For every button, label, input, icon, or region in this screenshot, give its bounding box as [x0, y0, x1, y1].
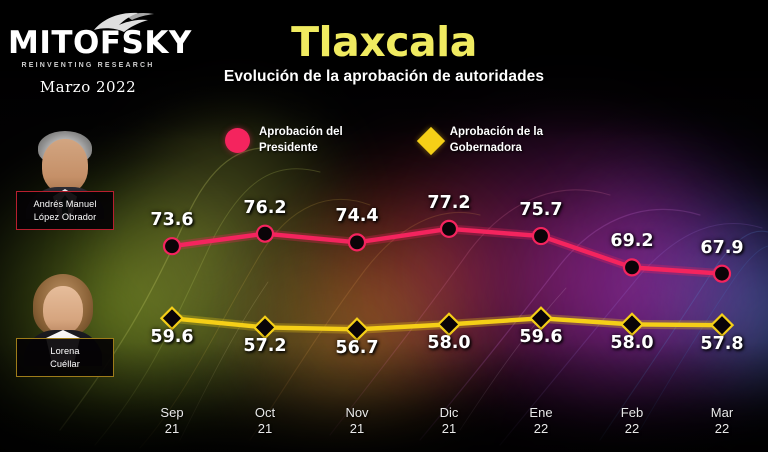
x-axis-tick: Nov 21: [345, 405, 368, 438]
data-point-label: 73.6: [150, 210, 194, 231]
data-point-label: 56.7: [335, 338, 379, 359]
bird-mark-icon: [94, 12, 154, 32]
data-point-marker[interactable]: [347, 233, 367, 252]
legend-line-2: Presidente: [259, 141, 318, 154]
data-point-marker[interactable]: [436, 312, 462, 337]
data-point-marker[interactable]: [255, 224, 275, 243]
x-axis-tick: Feb 22: [621, 405, 643, 438]
x-tick-month: Feb: [620, 405, 644, 420]
legend-label-presidente: Aprobación del Presidente: [259, 125, 343, 156]
data-point-label: 57.2: [243, 336, 287, 357]
x-axis-tick: Mar 22: [711, 405, 733, 438]
x-tick-year: 21: [349, 421, 365, 437]
data-point-label: 57.8: [700, 334, 744, 355]
x-tick-month: Sep: [160, 405, 184, 420]
data-point-label: 58.0: [610, 333, 654, 354]
x-tick-month: Nov: [345, 405, 369, 420]
data-point-marker[interactable]: [531, 226, 551, 246]
x-tick-month: Oct: [254, 405, 276, 420]
x-tick-year: 22: [714, 421, 730, 437]
data-point-label: 58.0: [427, 333, 471, 354]
legend-line-2: Gobernadora: [449, 141, 522, 154]
x-tick-month: Dic: [439, 405, 459, 420]
legend-label-gobernadora: Aprobación de la Gobernadora: [450, 125, 543, 156]
report-date: Marzo 2022: [39, 78, 137, 96]
person-name-line-1: Andrés Manuel: [33, 199, 97, 209]
data-point-marker[interactable]: [709, 312, 735, 338]
data-point-marker[interactable]: [622, 258, 642, 277]
data-point-marker[interactable]: [159, 306, 185, 331]
x-tick-year: 22: [533, 421, 549, 437]
person-name-line-2: López Obrador: [33, 211, 97, 222]
data-point-label: 59.6: [150, 327, 194, 348]
brand-tagline: REINVENTING RESEARCH: [21, 62, 155, 69]
data-point-label: 76.2: [243, 197, 287, 218]
x-tick-year: 21: [164, 421, 180, 437]
legend-line-1: Aprobación de la: [449, 126, 543, 138]
x-tick-year: 21: [441, 421, 457, 437]
data-point-marker[interactable]: [712, 264, 732, 283]
data-point-marker[interactable]: [162, 237, 182, 256]
x-tick-year: 22: [624, 421, 640, 437]
data-point-label: 67.9: [700, 237, 744, 258]
circle-marker-icon: [225, 128, 250, 154]
chart-legend: Aprobación del Presidente Aprobación de …: [0, 125, 768, 156]
data-point-label: 69.2: [610, 231, 654, 252]
name-label-lopez-obrador: Andrés Manuel López Obrador: [16, 191, 114, 231]
data-point-marker[interactable]: [439, 219, 459, 238]
x-tick-month: Ene: [529, 405, 553, 420]
legend-item-gobernadora: Aprobación de la Gobernadora: [416, 125, 543, 156]
name-label-lorena-cuellar: Lorena Cuéllar: [16, 338, 114, 378]
x-axis-tick: Dic 21: [440, 405, 459, 438]
x-tick-year: 21: [257, 421, 273, 437]
data-point-marker[interactable]: [528, 306, 554, 331]
person-name-line-1: Lorena: [50, 346, 80, 356]
brand-name: MITOFSKY: [8, 25, 192, 61]
person-card-presidente: Andrés Manuel López Obrador: [16, 125, 114, 231]
legend-item-presidente: Aprobación del Presidente: [225, 125, 343, 156]
data-point-marker[interactable]: [619, 312, 645, 337]
x-axis-tick: Oct 21: [255, 405, 275, 438]
person-card-gobernadora: Lorena Cuéllar: [16, 272, 114, 378]
page-title: Tlaxcala: [291, 18, 477, 66]
person-name-line-2: Cuéllar: [50, 358, 80, 369]
page-subtitle: Evolución de la aprobación de autoridade…: [223, 68, 545, 85]
data-point-label: 74.4: [335, 206, 379, 227]
data-point-label: 75.7: [519, 200, 563, 221]
data-point-label: 59.6: [519, 327, 563, 348]
x-tick-month: Mar: [710, 405, 734, 420]
x-axis-tick: Sep 21: [160, 405, 183, 438]
data-point-label: 77.2: [427, 192, 471, 213]
data-point-marker[interactable]: [252, 315, 278, 340]
x-axis-tick: Ene 22: [529, 405, 552, 438]
legend-line-1: Aprobación del: [259, 126, 343, 138]
data-point-marker[interactable]: [344, 317, 370, 342]
mitofsky-logo: MITOFSKY REINVENTING RESEARCH Marzo 2022: [8, 8, 192, 96]
